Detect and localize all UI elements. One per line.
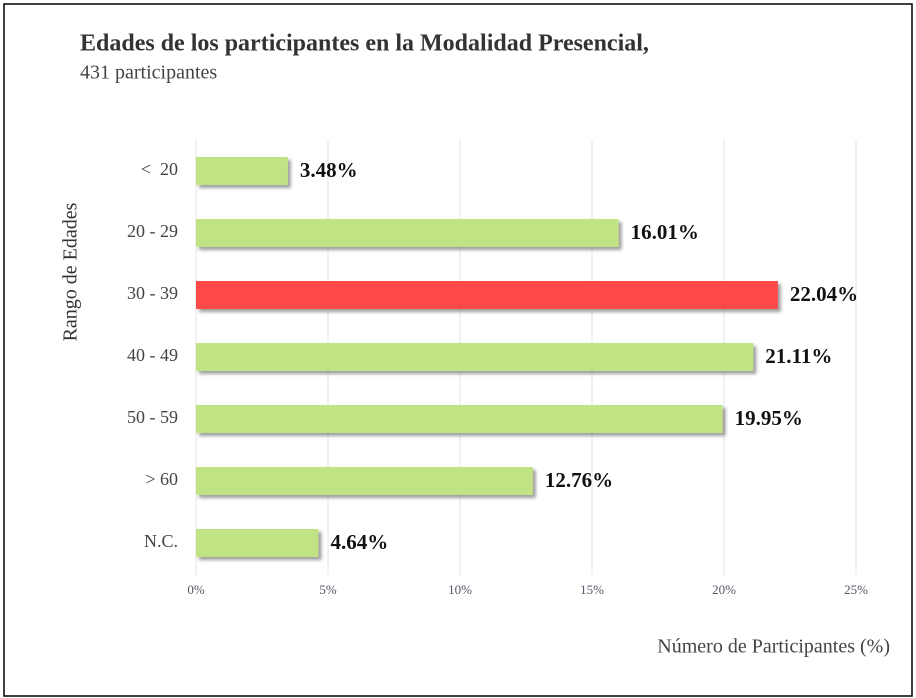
data-label: 4.64% <box>330 530 388 554</box>
data-label: 21.11% <box>765 344 832 368</box>
bar <box>196 219 619 247</box>
data-label: 12.76% <box>545 468 613 492</box>
bar <box>196 467 533 495</box>
data-label: 3.48% <box>300 158 358 182</box>
bar <box>196 157 288 185</box>
x-tick-label: 0% <box>187 582 205 597</box>
y-tick-label: N.C. <box>144 531 178 551</box>
y-tick-label: 20 - 29 <box>127 221 178 241</box>
x-tick-label: 25% <box>844 582 868 597</box>
x-tick-label: 10% <box>448 582 472 597</box>
data-label: 19.95% <box>735 406 803 430</box>
chart-subtitle: 431 participantes <box>80 62 217 84</box>
bar <box>196 529 319 557</box>
data-label: 22.04% <box>790 282 858 306</box>
x-tick-label: 15% <box>580 582 604 597</box>
x-tick-label: 5% <box>319 582 337 597</box>
y-axis-label: Rango de Edades <box>60 202 82 341</box>
y-tick-label: < 20 <box>141 159 178 179</box>
chart-title: Edades de los participantes en la Modali… <box>80 31 649 57</box>
y-tick-label: 40 - 49 <box>127 345 178 365</box>
bar <box>196 405 723 433</box>
x-axis-label: Número de Participantes (%) <box>657 636 890 658</box>
bar <box>196 343 754 371</box>
data-label: 16.01% <box>631 220 699 244</box>
y-tick-label: > 60 <box>145 469 178 489</box>
y-tick-label: 30 - 39 <box>127 283 178 303</box>
x-tick-label: 20% <box>712 582 736 597</box>
y-tick-label: 50 - 59 <box>127 407 178 427</box>
bar <box>196 281 778 309</box>
